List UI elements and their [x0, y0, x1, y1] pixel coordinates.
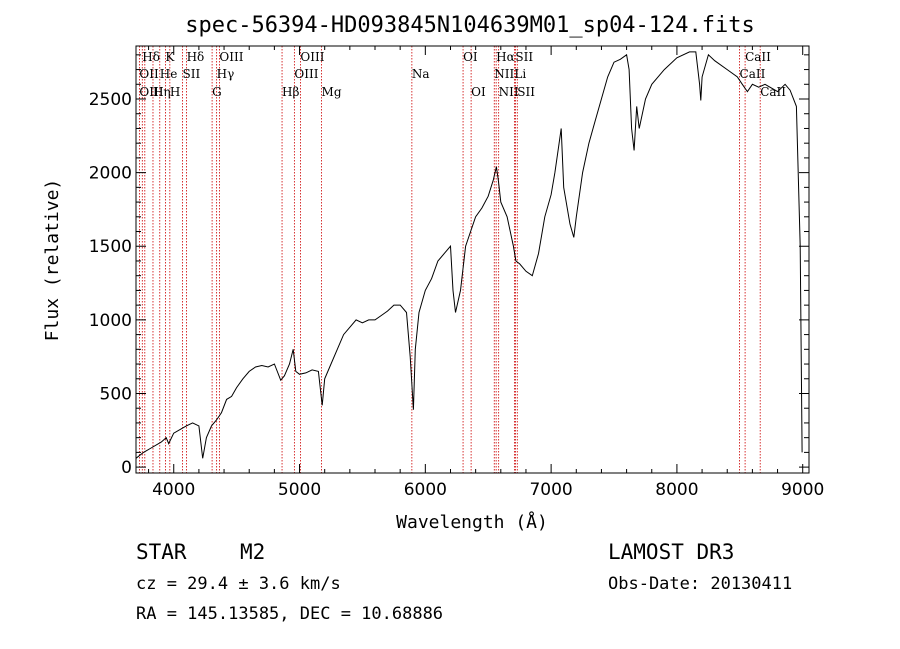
observation-date: Obs-Date: 20130411 [608, 574, 793, 594]
marker-label: OIII [300, 50, 324, 64]
marker-label: NII [499, 85, 519, 99]
marker-label: Na [412, 67, 430, 81]
marker-label: He [160, 67, 178, 81]
x-tick-label: 7000 [529, 480, 572, 500]
marker-label: Mg [322, 85, 342, 99]
marker-label: OI [471, 85, 486, 99]
y-tick-label: 1500 [89, 237, 132, 257]
spectral-line-markers [138, 46, 761, 473]
x-tick-label: 8000 [655, 480, 698, 500]
marker-label: Hβ [282, 85, 299, 99]
object-subclass: M2 [240, 540, 266, 564]
marker-label: OIII [219, 50, 243, 64]
marker-label: OI [463, 50, 478, 64]
marker-label: Hδ [187, 50, 205, 64]
chart-title: spec-56394-HD093845N104639M01_sp04-124.f… [185, 13, 755, 38]
redshift-cz: cz = 29.4 ± 3.6 km/s [136, 574, 341, 594]
marker-label: H [170, 85, 180, 99]
marker-label: OII [139, 67, 159, 81]
y-tick-label: 500 [100, 384, 132, 404]
marker-label: OIII [294, 67, 318, 81]
marker-label: K [165, 50, 175, 64]
marker-label: G [212, 85, 222, 99]
y-tick-label: 2000 [89, 164, 132, 184]
ra-dec-coords: RA = 145.13585, DEC = 10.68886 [136, 604, 444, 624]
x-axis-ticks: 4000 5000 6000 7000 8000 9000 [148, 46, 824, 500]
marker-label: Hδ [142, 50, 160, 64]
marker-label: NII [494, 67, 514, 81]
y-tick-label: 2500 [89, 90, 132, 110]
plot-frame [135, 45, 810, 474]
x-tick-label: 4000 [152, 480, 195, 500]
survey-name: LAMOST DR3 [608, 540, 735, 564]
y-tick-label: 0 [121, 458, 132, 478]
x-axis-label: Wavelength (Å) [396, 511, 548, 533]
spectrum-chart: spec-56394-HD093845N104639M01_sp04-124.f… [42, 13, 824, 533]
marker-label: CaII [760, 85, 786, 99]
marker-label: OIII [139, 85, 163, 99]
x-tick-label: 5000 [278, 480, 321, 500]
marker-label: SII [515, 50, 533, 64]
marker-label: CaII [740, 67, 766, 81]
flux-series-line [135, 51, 803, 459]
marker-label: Hα [496, 50, 515, 64]
marker-label: SII [517, 85, 535, 99]
marker-label: SII [183, 67, 201, 81]
object-class: STAR [136, 540, 187, 564]
x-tick-label: 9000 [781, 480, 824, 500]
y-tick-label: 1000 [89, 311, 132, 331]
y-axis-label: Flux (relative) [42, 179, 63, 342]
marker-label: Li [514, 67, 526, 81]
marker-label: Hη [153, 85, 171, 99]
x-tick-label: 6000 [404, 480, 447, 500]
marker-label: CaII [745, 50, 771, 64]
y-axis-ticks: 0 500 1000 1500 2000 2500 [89, 54, 809, 478]
marker-label: Hγ [217, 67, 235, 81]
